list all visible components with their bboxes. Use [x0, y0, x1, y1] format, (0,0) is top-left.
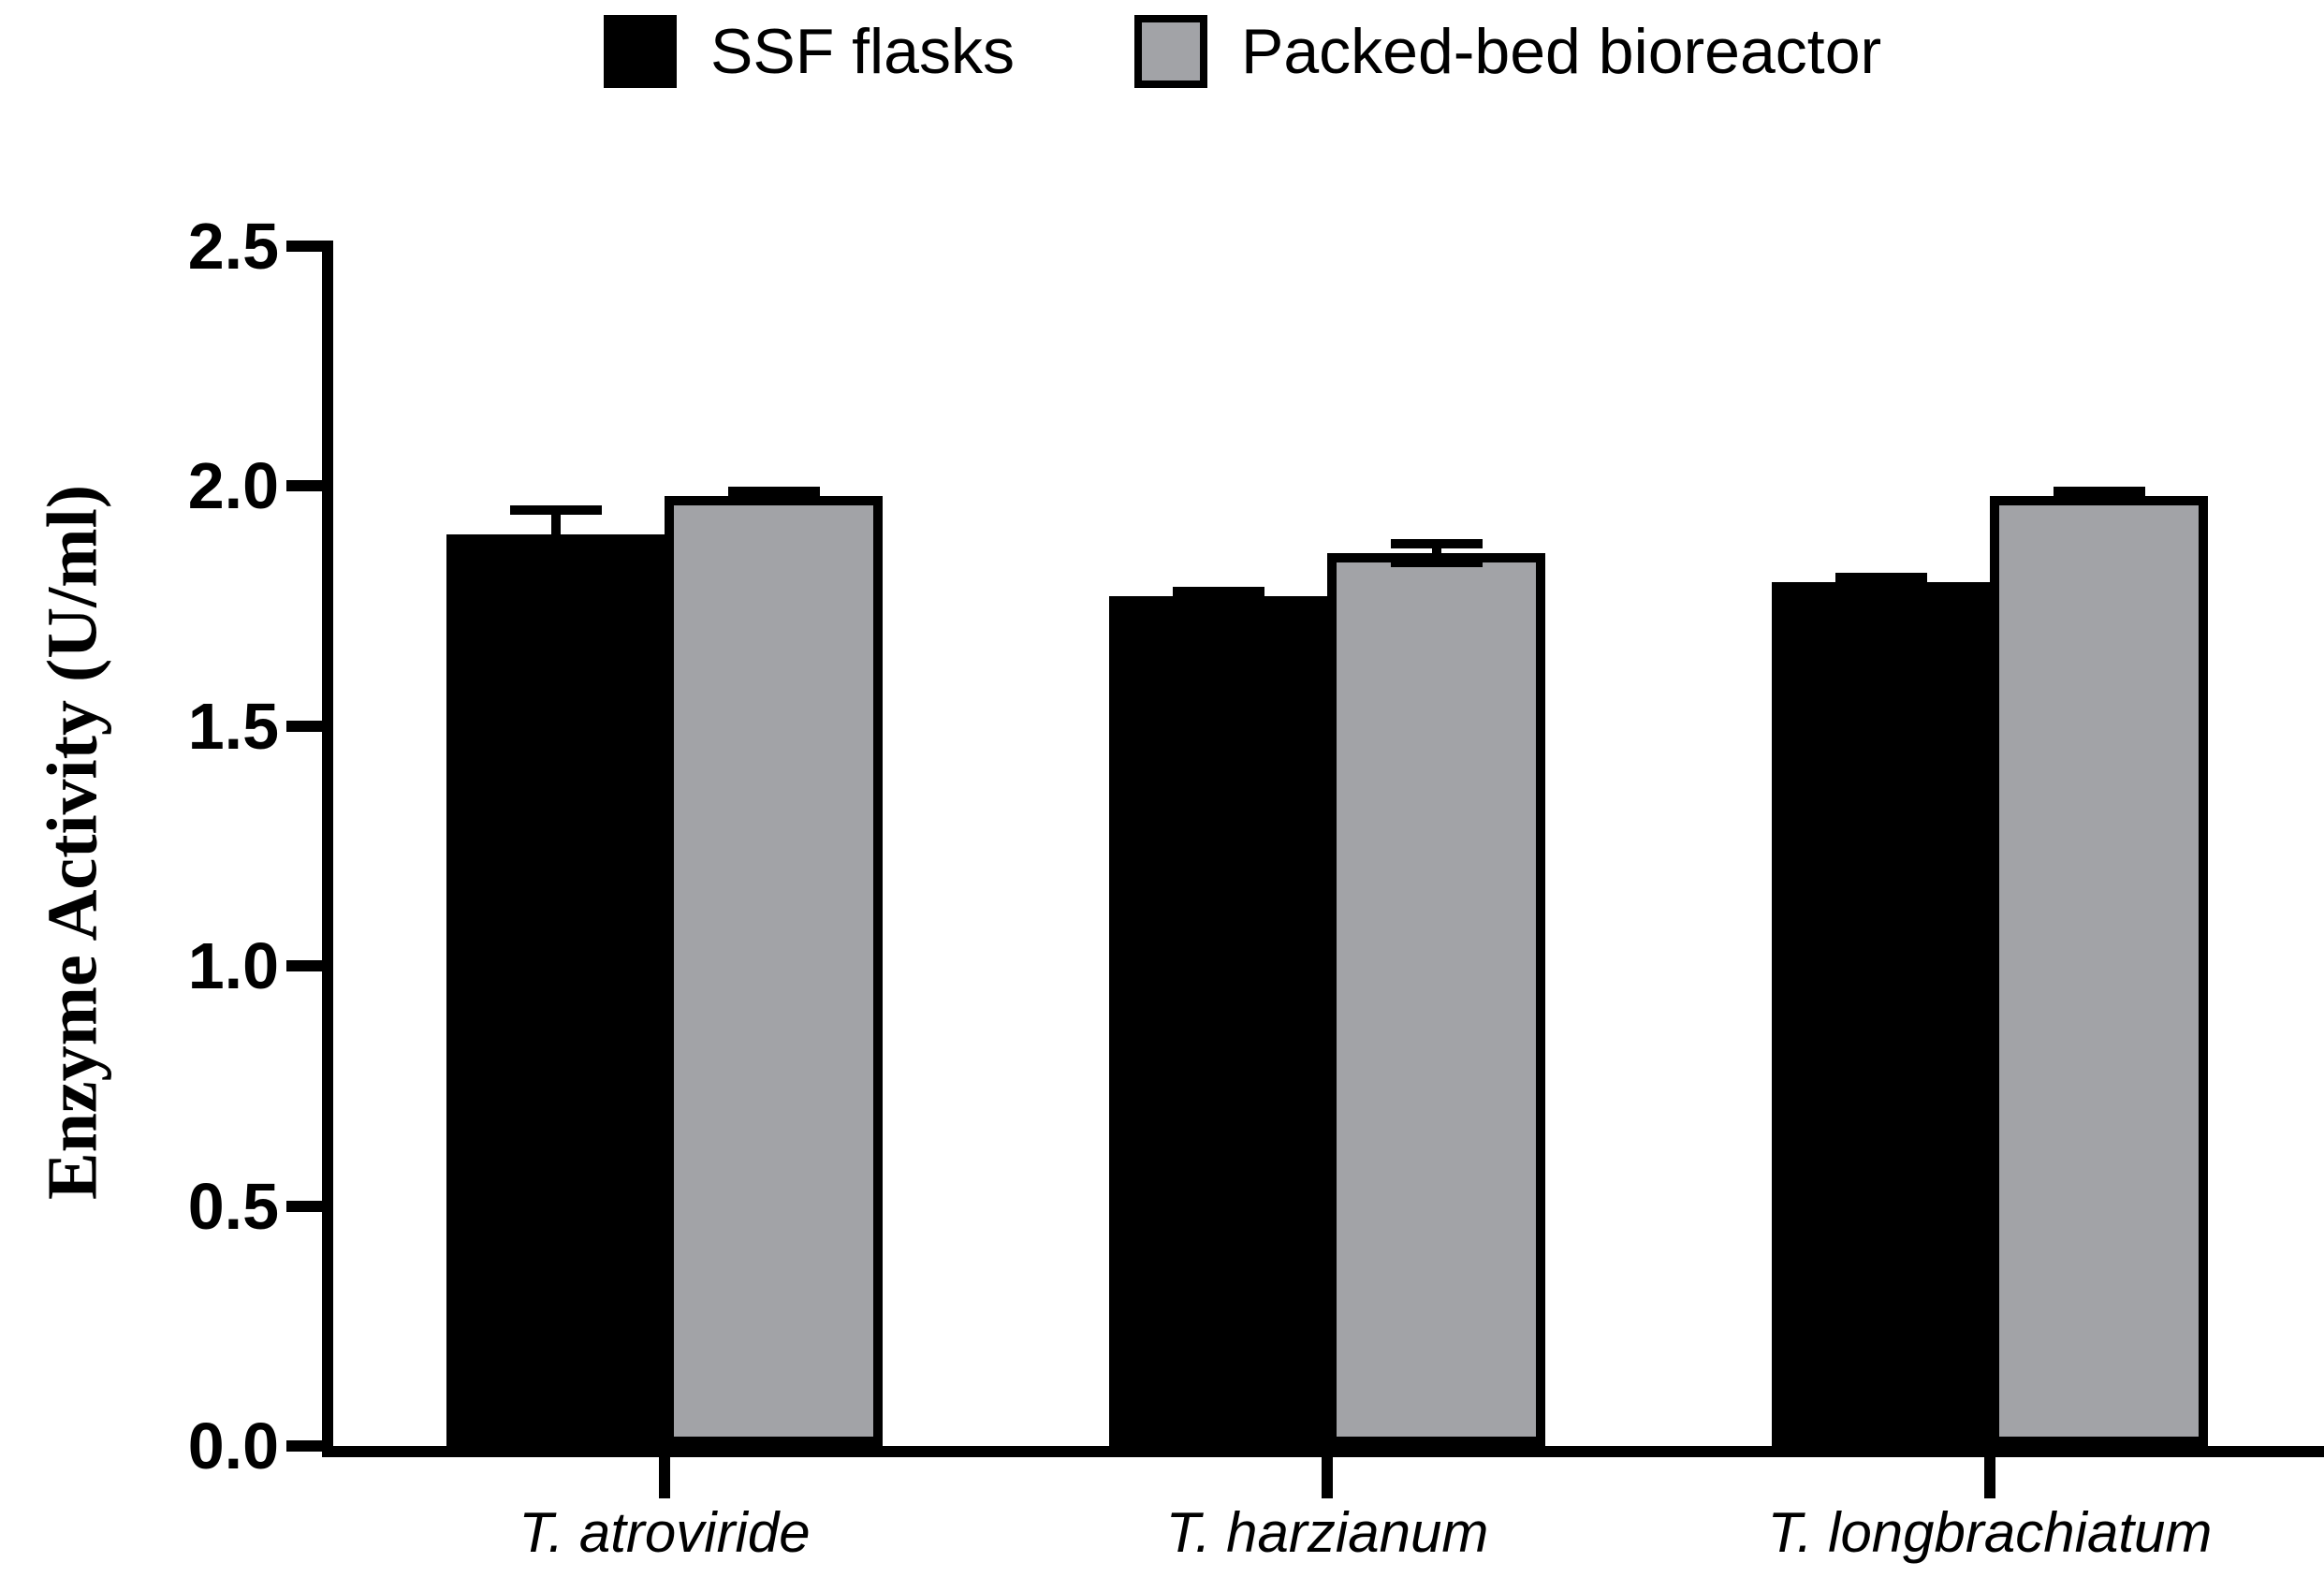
x-tick-mark-t-harzianum	[1322, 1457, 1333, 1498]
error-bar-cap-lower-packed-bed-bioreactor-t-harzianum	[1390, 558, 1483, 568]
y-tick-mark-1.5	[286, 720, 322, 732]
error-bar-cap-lower-ssf-flasks-t-harzianum	[1172, 596, 1264, 606]
error-bar-stem-ssf-flasks-t-atroviride	[550, 510, 561, 559]
y-axis-line	[322, 241, 333, 1457]
y-tick-label-0.0: 0.0	[187, 1409, 279, 1482]
bar-ssf-flasks-t-atroviride	[446, 533, 665, 1446]
error-bar-cap-upper-packed-bed-bioreactor-t-harzianum	[1390, 538, 1483, 548]
x-tick-label-t-atroviride: T. atroviride	[519, 1501, 811, 1564]
y-tick-mark-0.5	[286, 1200, 322, 1212]
y-tick-label-1.0: 1.0	[187, 929, 279, 1003]
bar-packed-bed-bioreactor-t-atroviride	[665, 495, 883, 1446]
error-bar-stem-packed-bed-bioreactor-t-atroviride	[768, 490, 779, 501]
legend: SSF flasks Packed-bed bioreactor	[604, 15, 1881, 88]
error-bar-cap-lower-packed-bed-bioreactor-t-atroviride	[727, 495, 820, 505]
error-bar-cap-upper-packed-bed-bioreactor-t-atroviride	[727, 486, 820, 496]
error-bar-cap-lower-ssf-flasks-t-longbrachiatum	[1834, 582, 1927, 592]
x-tick-mark-t-atroviride	[659, 1457, 670, 1498]
error-bar-cap-upper-ssf-flasks-t-harzianum	[1172, 587, 1264, 597]
x-tick-mark-t-longbrachiatum	[1984, 1457, 1995, 1498]
legend-label-ssf-flasks: SSF flasks	[710, 16, 1015, 87]
error-bar-stem-ssf-flasks-t-longbrachiatum	[1876, 577, 1886, 588]
error-bar-stem-ssf-flasks-t-harzianum	[1213, 591, 1223, 602]
error-bar-cap-lower-ssf-flasks-t-atroviride	[509, 553, 602, 563]
y-tick-label-1.5: 1.5	[187, 689, 279, 763]
y-tick-mark-1.0	[286, 960, 322, 972]
y-tick-label-2.0: 2.0	[187, 449, 279, 523]
bar-packed-bed-bioreactor-t-longbrachiatum	[1990, 495, 2208, 1446]
bar-ssf-flasks-t-harzianum	[1109, 596, 1327, 1446]
legend-swatch-ssf-flasks	[604, 15, 677, 88]
y-tick-label-0.5: 0.5	[187, 1169, 279, 1243]
legend-item-ssf-flasks: SSF flasks	[604, 15, 1015, 88]
error-bar-cap-upper-ssf-flasks-t-longbrachiatum	[1834, 572, 1927, 582]
y-axis-title: Enzyme Activity (U/ml)	[33, 484, 112, 1201]
y-tick-label-2.5: 2.5	[187, 210, 279, 283]
bar-packed-bed-bioreactor-t-harzianum	[1327, 553, 1545, 1446]
error-bar-cap-upper-ssf-flasks-t-atroviride	[509, 505, 602, 516]
y-tick-mark-2.0	[286, 480, 322, 492]
x-axis-line	[322, 1446, 2324, 1457]
legend-item-packed-bed-bioreactor: Packed-bed bioreactor	[1133, 15, 1882, 88]
y-tick-mark-0.0	[286, 1440, 322, 1452]
error-bar-cap-upper-packed-bed-bioreactor-t-longbrachiatum	[2053, 486, 2145, 496]
legend-label-packed-bed-bioreactor: Packed-bed bioreactor	[1240, 16, 1882, 87]
error-bar-cap-lower-packed-bed-bioreactor-t-longbrachiatum	[2053, 495, 2145, 505]
y-tick-mark-2.5	[286, 241, 322, 252]
x-tick-label-t-harzianum: T. harzianum	[1165, 1501, 1489, 1564]
x-tick-label-t-longbrachiatum: T. longbrachiatum	[1767, 1501, 2213, 1564]
error-bar-stem-packed-bed-bioreactor-t-harzianum	[1431, 543, 1441, 563]
error-bar-stem-packed-bed-bioreactor-t-longbrachiatum	[2094, 490, 2104, 501]
plot-area	[333, 246, 2321, 1446]
legend-swatch-packed-bed-bioreactor	[1133, 15, 1207, 88]
bar-ssf-flasks-t-longbrachiatum	[1772, 581, 1990, 1446]
